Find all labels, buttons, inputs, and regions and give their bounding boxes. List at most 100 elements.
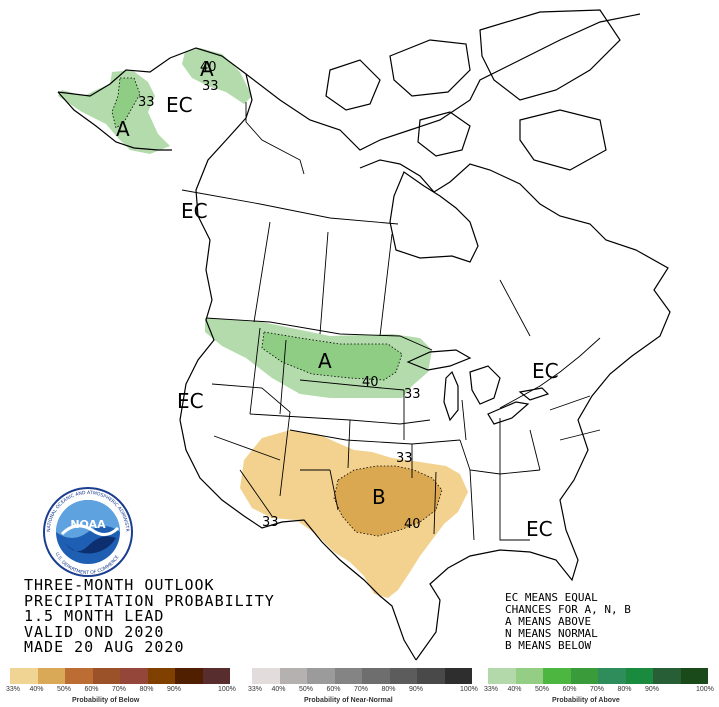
- color-scale-below: [10, 668, 230, 684]
- hudson-bay: [389, 171, 479, 263]
- logo-center-text: NOAA: [70, 518, 106, 531]
- lake-michigan: [443, 370, 459, 422]
- above-label-north-plains: A: [318, 349, 332, 373]
- scale-below-swatch: [92, 668, 120, 684]
- scale-above-tick: 100%: [696, 686, 714, 693]
- contour-label-plains-40: 40: [362, 375, 379, 390]
- contour-label-ak-west-33: 33: [138, 95, 155, 110]
- scale-normal-swatch: [307, 668, 335, 684]
- arctic-islands: [325, 9, 621, 171]
- scale-normal-swatch: [389, 668, 417, 684]
- scale-normal-tick: 90%: [409, 686, 424, 693]
- scale-normal-tick: 33%: [248, 686, 263, 693]
- scale-below-tick: 33%: [6, 686, 21, 693]
- ec-label-northeast: EC: [532, 359, 559, 383]
- scale-above-tick: 50%: [535, 686, 550, 693]
- title-line-3: 1.5 MONTH LEAD: [24, 607, 165, 625]
- contour-40-alaska: [111, 77, 141, 129]
- color-scale-normal-title: Probability of Near-Normal: [304, 697, 393, 704]
- scale-normal-tick: 80%: [381, 686, 396, 693]
- coastline-alaska-southwest: [57, 91, 172, 151]
- contour-label-south-33-west: 33: [262, 515, 279, 530]
- scale-above-tick: 40%: [507, 686, 522, 693]
- ec-label-west: EC: [177, 389, 204, 413]
- canada-territory-line-1: [181, 189, 399, 225]
- scale-above-tick: 60%: [562, 686, 577, 693]
- scale-above-swatch: [543, 668, 571, 684]
- scale-below-tick: 100%: [218, 686, 236, 693]
- alaska-canada-border: [245, 102, 305, 175]
- legend-line-4: N MEANS NORMAL: [505, 627, 598, 640]
- scale-normal-swatch: [444, 668, 472, 684]
- scale-below-swatch: [175, 668, 203, 684]
- contour-label-south-40: 40: [404, 517, 421, 532]
- scale-normal-tick: 50%: [299, 686, 314, 693]
- contour-label-plains-33: 33: [404, 387, 421, 402]
- scale-normal-swatch: [279, 668, 307, 684]
- logo-ring-text-top: NATIONAL OCEANIC AND ATMOSPHERIC ADMINIS…: [0, 0, 130, 533]
- scale-normal-swatch: [362, 668, 390, 684]
- below-label-south: B: [372, 485, 386, 509]
- coastline-east: [359, 159, 671, 661]
- logo-bird-icon: [60, 524, 120, 536]
- scale-normal-swatch: [252, 668, 280, 684]
- above-33-alaska-north: [182, 48, 252, 104]
- below-40-south: [334, 466, 442, 536]
- legend-line-5: B MEANS BELOW: [505, 639, 592, 652]
- title-line-5: MADE 20 AUG 2020: [24, 638, 185, 656]
- scale-below-swatch: [120, 668, 148, 684]
- legend-line-1: EC MEANS EQUAL: [505, 591, 598, 604]
- scale-above-swatch: [625, 668, 653, 684]
- scale-above-swatch: [598, 668, 626, 684]
- us-state-lines: [211, 327, 601, 541]
- scale-above-tick: 33%: [484, 686, 499, 693]
- us-canada-border: [205, 317, 601, 409]
- contour-40-plains: [261, 331, 403, 381]
- scale-above-swatch: [515, 668, 543, 684]
- scale-above-swatch: [488, 668, 516, 684]
- geographic-boundaries: [57, 9, 671, 661]
- lake-erie: [487, 401, 530, 425]
- scale-above-tick: 70%: [590, 686, 605, 693]
- outlook-title-block: THREE-MONTH OUTLOOK PRECIPITATION PROBAB…: [24, 576, 275, 656]
- scale-normal-tick: 40%: [271, 686, 286, 693]
- scale-below-swatch: [202, 668, 230, 684]
- ec-label-alaska: EC: [166, 93, 193, 117]
- scale-below-tick: 70%: [112, 686, 127, 693]
- legend-line-2: CHANCES FOR A, N, B: [505, 603, 631, 616]
- contour-label-south-33-north: 33: [396, 451, 413, 466]
- contour-lines: [111, 77, 443, 537]
- title-line-1: THREE-MONTH OUTLOOK: [24, 576, 215, 594]
- scale-below-tick: 40%: [29, 686, 44, 693]
- scale-below-tick: 90%: [167, 686, 182, 693]
- coastline-arctic: [245, 13, 641, 151]
- category-legend: EC MEANS EQUAL CHANCES FOR A, N, B A MEA…: [505, 592, 631, 652]
- scale-above-tick: 80%: [617, 686, 632, 693]
- scale-below-swatch: [147, 668, 175, 684]
- political-boundaries: [181, 102, 601, 541]
- color-scale-above-title: Probability of Above: [552, 697, 620, 704]
- color-scale-above: [488, 668, 708, 684]
- scale-below-tick: 80%: [139, 686, 154, 693]
- scale-above-swatch: [680, 668, 708, 684]
- color-scale-below-title: Probability of Below: [72, 697, 140, 704]
- ec-label-southeast: EC: [526, 517, 553, 541]
- scale-normal-tick: 100%: [460, 686, 478, 693]
- scale-above-tick: 90%: [645, 686, 660, 693]
- below-normal-areas: [240, 430, 468, 598]
- above-normal-areas: [58, 48, 432, 398]
- scale-below-swatch: [37, 668, 65, 684]
- coastline-west: [57, 47, 417, 661]
- scale-above-swatch: [653, 668, 681, 684]
- contour-label-ak-40: 40: [200, 60, 217, 75]
- scale-normal-swatch: [417, 668, 445, 684]
- title-line-2: PRECIPITATION PROBABILITY: [24, 591, 275, 610]
- scale-below-tick: 50%: [57, 686, 72, 693]
- color-scale-normal: [252, 668, 472, 684]
- ec-label-nw-canada: EC: [181, 199, 208, 223]
- legend-line-3: A MEANS ABOVE: [505, 615, 592, 628]
- scale-below-swatch: [10, 668, 38, 684]
- scale-normal-tick: 60%: [326, 686, 341, 693]
- above-label-alaska-west: A: [116, 117, 130, 141]
